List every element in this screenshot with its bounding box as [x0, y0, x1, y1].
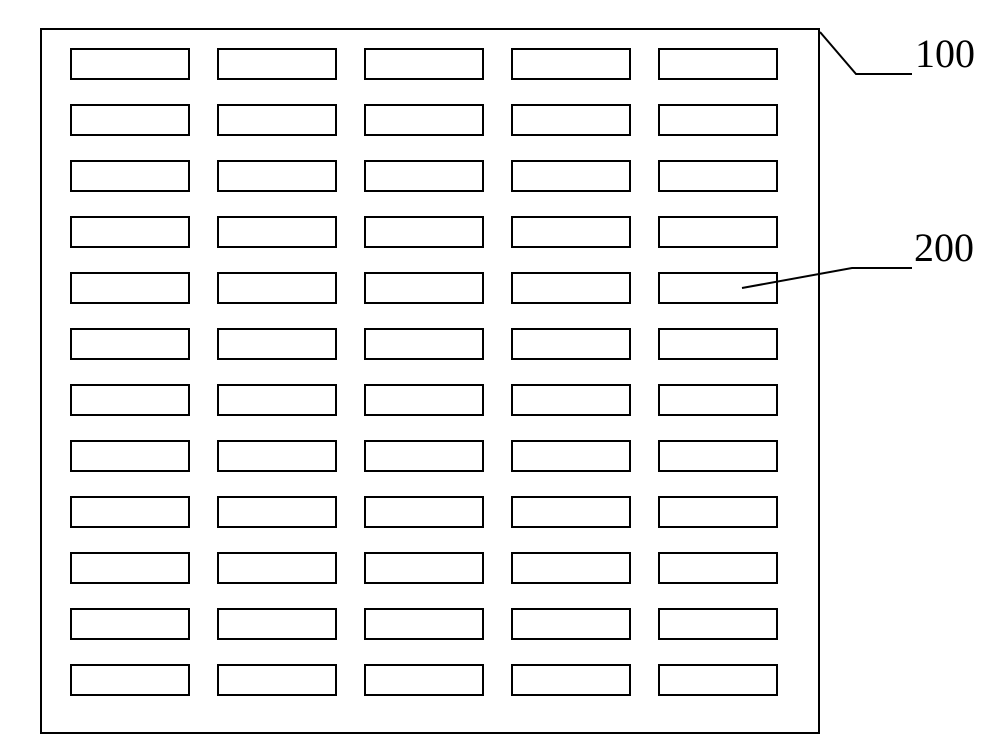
grid-cell	[217, 440, 337, 472]
grid-cell	[217, 160, 337, 192]
grid-cell	[217, 328, 337, 360]
grid-cell	[70, 384, 190, 416]
grid-cell	[658, 664, 778, 696]
callout-label: 200	[914, 224, 974, 271]
grid-cell	[217, 552, 337, 584]
grid-cell	[70, 272, 190, 304]
leader-line	[820, 32, 912, 74]
grid-cell	[364, 664, 484, 696]
grid-cell	[364, 272, 484, 304]
grid-cell	[511, 272, 631, 304]
grid-cell	[364, 48, 484, 80]
grid-cell	[364, 328, 484, 360]
grid-cell	[658, 272, 778, 304]
grid-cell	[658, 496, 778, 528]
grid-cell	[364, 440, 484, 472]
grid-cell	[70, 216, 190, 248]
grid-cell	[511, 384, 631, 416]
grid-cell	[658, 48, 778, 80]
grid-cell	[511, 552, 631, 584]
grid-cell	[658, 104, 778, 136]
grid-cell	[70, 104, 190, 136]
grid-cell	[217, 48, 337, 80]
grid-cell	[658, 384, 778, 416]
grid-cell	[70, 608, 190, 640]
grid-cell	[217, 384, 337, 416]
grid-cell	[511, 664, 631, 696]
grid-cell	[217, 272, 337, 304]
grid-cell	[217, 104, 337, 136]
grid-cell	[70, 664, 190, 696]
grid-cell	[511, 48, 631, 80]
grid-cell	[658, 608, 778, 640]
grid-cell	[658, 160, 778, 192]
grid-cell	[364, 160, 484, 192]
grid-cell	[511, 440, 631, 472]
callout-label: 100	[915, 30, 975, 77]
grid-cell	[70, 440, 190, 472]
grid-cell	[511, 216, 631, 248]
grid-cell	[70, 328, 190, 360]
grid-cell	[658, 328, 778, 360]
grid-cell	[364, 384, 484, 416]
grid-cell	[217, 216, 337, 248]
grid-cell	[364, 216, 484, 248]
grid-cell	[217, 664, 337, 696]
grid-cell	[364, 608, 484, 640]
grid-cell	[511, 328, 631, 360]
diagram-canvas: 100 200	[0, 0, 1000, 751]
grid-cell	[511, 160, 631, 192]
grid-cell	[658, 440, 778, 472]
grid-cell	[364, 104, 484, 136]
grid-cell	[70, 160, 190, 192]
grid-cell	[217, 608, 337, 640]
grid-cell	[658, 216, 778, 248]
grid-cell	[511, 104, 631, 136]
grid-cell	[70, 496, 190, 528]
grid-cell	[364, 496, 484, 528]
grid-cell	[364, 552, 484, 584]
grid-cell	[658, 552, 778, 584]
grid-cell	[70, 552, 190, 584]
grid-cell	[511, 608, 631, 640]
grid-cell	[511, 496, 631, 528]
grid-cell	[70, 48, 190, 80]
grid-cell	[217, 496, 337, 528]
